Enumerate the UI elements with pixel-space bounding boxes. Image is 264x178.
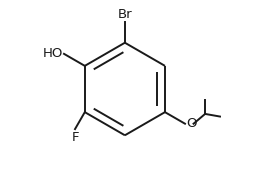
Text: F: F: [71, 130, 79, 143]
Text: HO: HO: [43, 47, 63, 60]
Text: Br: Br: [117, 8, 132, 21]
Text: O: O: [186, 117, 196, 130]
